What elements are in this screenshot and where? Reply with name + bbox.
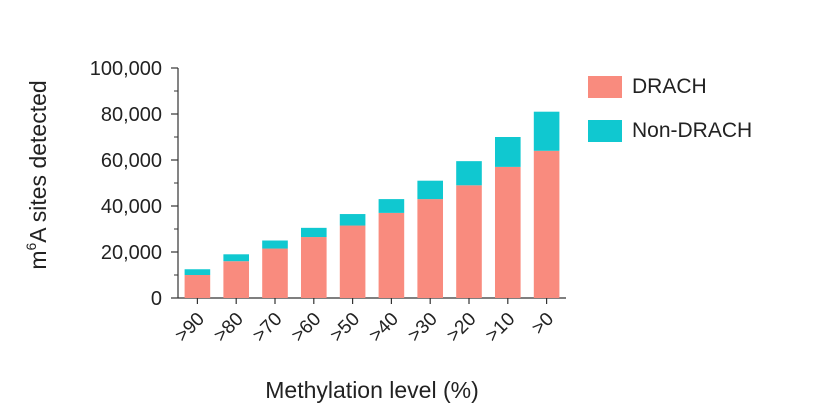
bar-non-drach (300, 227, 327, 238)
x-tick-label: >0 (528, 309, 558, 339)
bar-drach (339, 225, 366, 298)
legend-item-drach: DRACH (588, 72, 752, 102)
y-axis-label-superscript: 6 (23, 243, 39, 251)
y-axis-label-base: m (25, 251, 51, 270)
bar-non-drach (184, 269, 211, 275)
legend-label-non-drach: Non-DRACH (632, 119, 753, 142)
x-axis: >90 >80 >70 >60 >50 >40 >30 >20 >10 >0 (171, 297, 566, 347)
bar-drach (494, 166, 521, 298)
x-tick-label: >10 (482, 309, 520, 347)
y-tick-label: 20,000 (101, 242, 162, 264)
y-tick-label: 80,000 (101, 104, 162, 126)
bar-drach (456, 185, 482, 298)
x-tick-label: >90 (171, 309, 209, 347)
bar-non-drach (456, 161, 482, 186)
x-tick-label: >30 (404, 309, 442, 347)
x-tick-label: >70 (249, 309, 287, 347)
bar-drach (262, 248, 288, 298)
legend-item-non-drach: Non-DRACH (588, 116, 752, 146)
bar-drach (378, 212, 405, 298)
bars-group (184, 111, 560, 298)
y-axis-label: m6A sites detected (23, 80, 51, 269)
x-tick-label: >20 (443, 309, 481, 347)
x-tick-label: >40 (365, 309, 403, 347)
y-tick-label: 100,000 (90, 58, 162, 80)
y-axis: 0 20,000 40,000 60,000 80,000 100,000 (90, 58, 179, 310)
bar-non-drach (339, 214, 366, 226)
bar-drach (300, 237, 327, 298)
bar-non-drach (262, 240, 288, 249)
legend-label-drach: DRACH (632, 75, 707, 98)
bar-drach (223, 261, 250, 298)
bar-non-drach (533, 111, 560, 151)
legend-swatch-non-drach (588, 120, 622, 142)
bar-drach (533, 150, 560, 298)
y-tick-label: 40,000 (101, 196, 162, 218)
legend: DRACH Non-DRACH (588, 72, 752, 160)
x-tick-label: >80 (210, 309, 248, 347)
x-axis-label: Methylation level (%) (265, 377, 478, 403)
x-tick-label: >50 (326, 309, 364, 347)
bar-drach (417, 199, 444, 298)
bar-non-drach (494, 137, 521, 167)
bar-non-drach (378, 199, 405, 213)
y-tick-label: 60,000 (101, 150, 162, 172)
bar-non-drach (417, 180, 444, 200)
x-tick-label: >60 (288, 309, 326, 347)
legend-swatch-drach (588, 76, 622, 98)
bar-non-drach (223, 254, 250, 262)
bar-drach (184, 275, 211, 298)
y-tick-label: 0 (151, 288, 162, 310)
y-axis-label-rest: A sites detected (25, 80, 51, 242)
